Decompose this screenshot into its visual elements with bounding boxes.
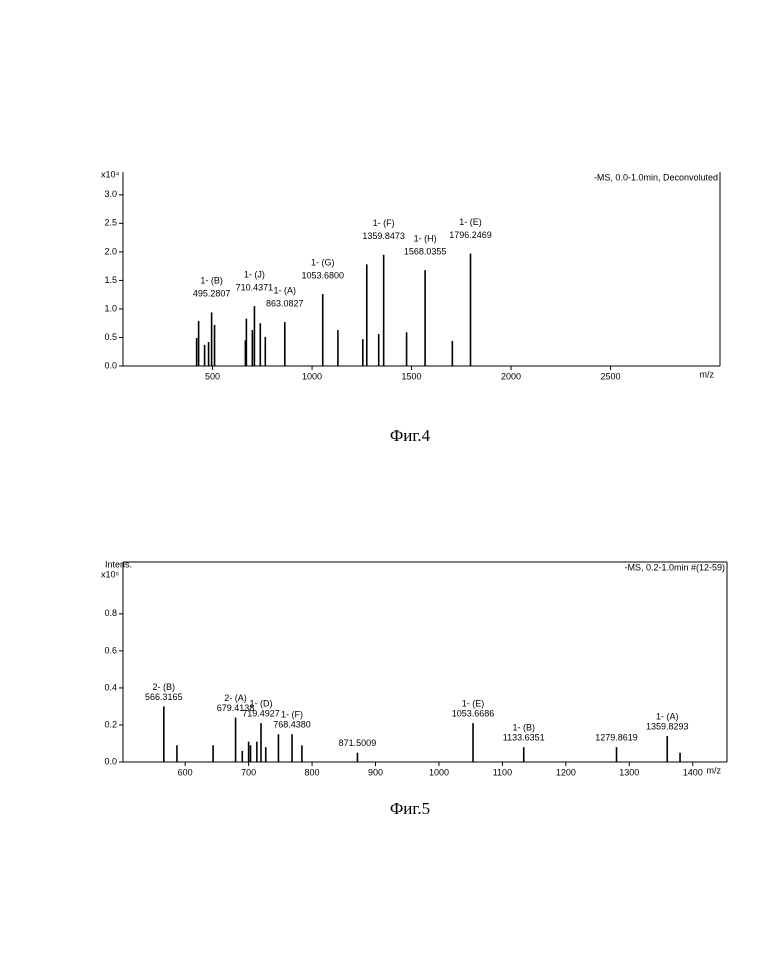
y-tick-label: 0.0 [104,756,117,766]
peak-mz-label: 1133.6351 [503,733,545,743]
x-tick-label: 900 [368,767,383,777]
peak-mz-label: 495.2807 [193,289,231,299]
peak-mz-label: 1053.6800 [301,270,344,280]
y-tick-label: 0.2 [104,719,117,729]
x-axis-label: m/z [700,369,715,379]
page: 0.0 0.5 1.0 1.5 2.0 2.5 3.0 500 1000 1500 2000 2500… [0,0,780,973]
x-tick-label: 1100 [493,767,512,777]
x-tick-label: 1000 [302,371,322,381]
peak-name: 1- (A) [656,711,679,721]
peak-name: 1- (F) [281,710,303,720]
peak-name: 1- (B) [512,723,535,733]
peak-name: 1- (F) [373,218,395,228]
y-multiplier: x10⁵ [101,569,120,579]
x-tick-label: 1200 [556,767,576,777]
peak-name: 1- (D) [249,698,272,708]
peak-name: 2- (A) [224,693,247,703]
x-tick-label: 1400 [683,767,703,777]
y-tick-label: 0.6 [104,645,117,655]
y-tick-label: 2.5 [104,218,117,228]
figure-caption: Фиг.5 [390,799,430,818]
y-tick-label: 3.0 [104,189,117,199]
peak-name: 1- (B) [200,276,223,286]
x-tick-label: 2500 [601,371,621,381]
peak-mz-label: 871.5009 [339,738,377,748]
peak-name: 1- (J) [244,269,265,279]
peak-mz-label: 863.0827 [266,298,304,308]
x-tick-label: 800 [305,767,320,777]
peak-name: 1- (A) [274,285,297,295]
peak-name: 1- (H) [414,234,437,244]
x-tick-label: 1300 [619,767,639,777]
y-tick-label: 0.8 [104,608,117,618]
peak-mz-label: 719.4927 [242,708,280,718]
peak-mz-label: 1053.6686 [452,708,495,718]
x-tick-label: 1500 [402,371,422,381]
x-axis-label: m/z [707,765,722,775]
x-tick-label: 600 [178,767,193,777]
peak-name: 1- (E) [462,698,485,708]
peak-mz-label: 1568.0355 [404,247,447,257]
x-tick-label: 2000 [501,371,521,381]
y-multiplier: x10⁴ [101,169,120,179]
peak-name: 1- (G) [311,257,335,267]
peak-name: 2- (B) [153,682,176,692]
y-tick-label: 2.0 [104,246,117,256]
y-axis-label: Intens. [105,559,132,569]
peak-mz-label: 566.3165 [145,692,183,702]
y-tick-label: 0.4 [104,682,117,692]
x-tick-label: 1000 [429,767,449,777]
peak-mz-label: 1359.8293 [646,721,689,731]
chart-title: -MS, 0.2-1.0min #(12-59) [624,562,725,572]
y-tick-label: 0.5 [104,332,117,342]
chart-title: -MS, 0.0-1.0min, Deconvoluted [594,172,718,182]
peak-mz-label: 768.4380 [273,720,311,730]
peak-mz-label: 1359.8473 [362,231,405,241]
peak-mz-label: 1796.2469 [449,230,492,240]
y-tick-label: 1.0 [104,303,117,313]
peak-name: 1- (E) [459,217,482,227]
x-tick-label: 500 [205,371,220,381]
y-tick-label: 1.5 [104,275,117,285]
peak-mz-label: 710.4371 [236,282,274,292]
figure-caption: Фиг.4 [390,426,431,445]
peak-mz-label: 1279.8619 [595,733,638,743]
y-tick-label: 0.0 [104,360,117,370]
x-tick-label: 700 [241,767,256,777]
